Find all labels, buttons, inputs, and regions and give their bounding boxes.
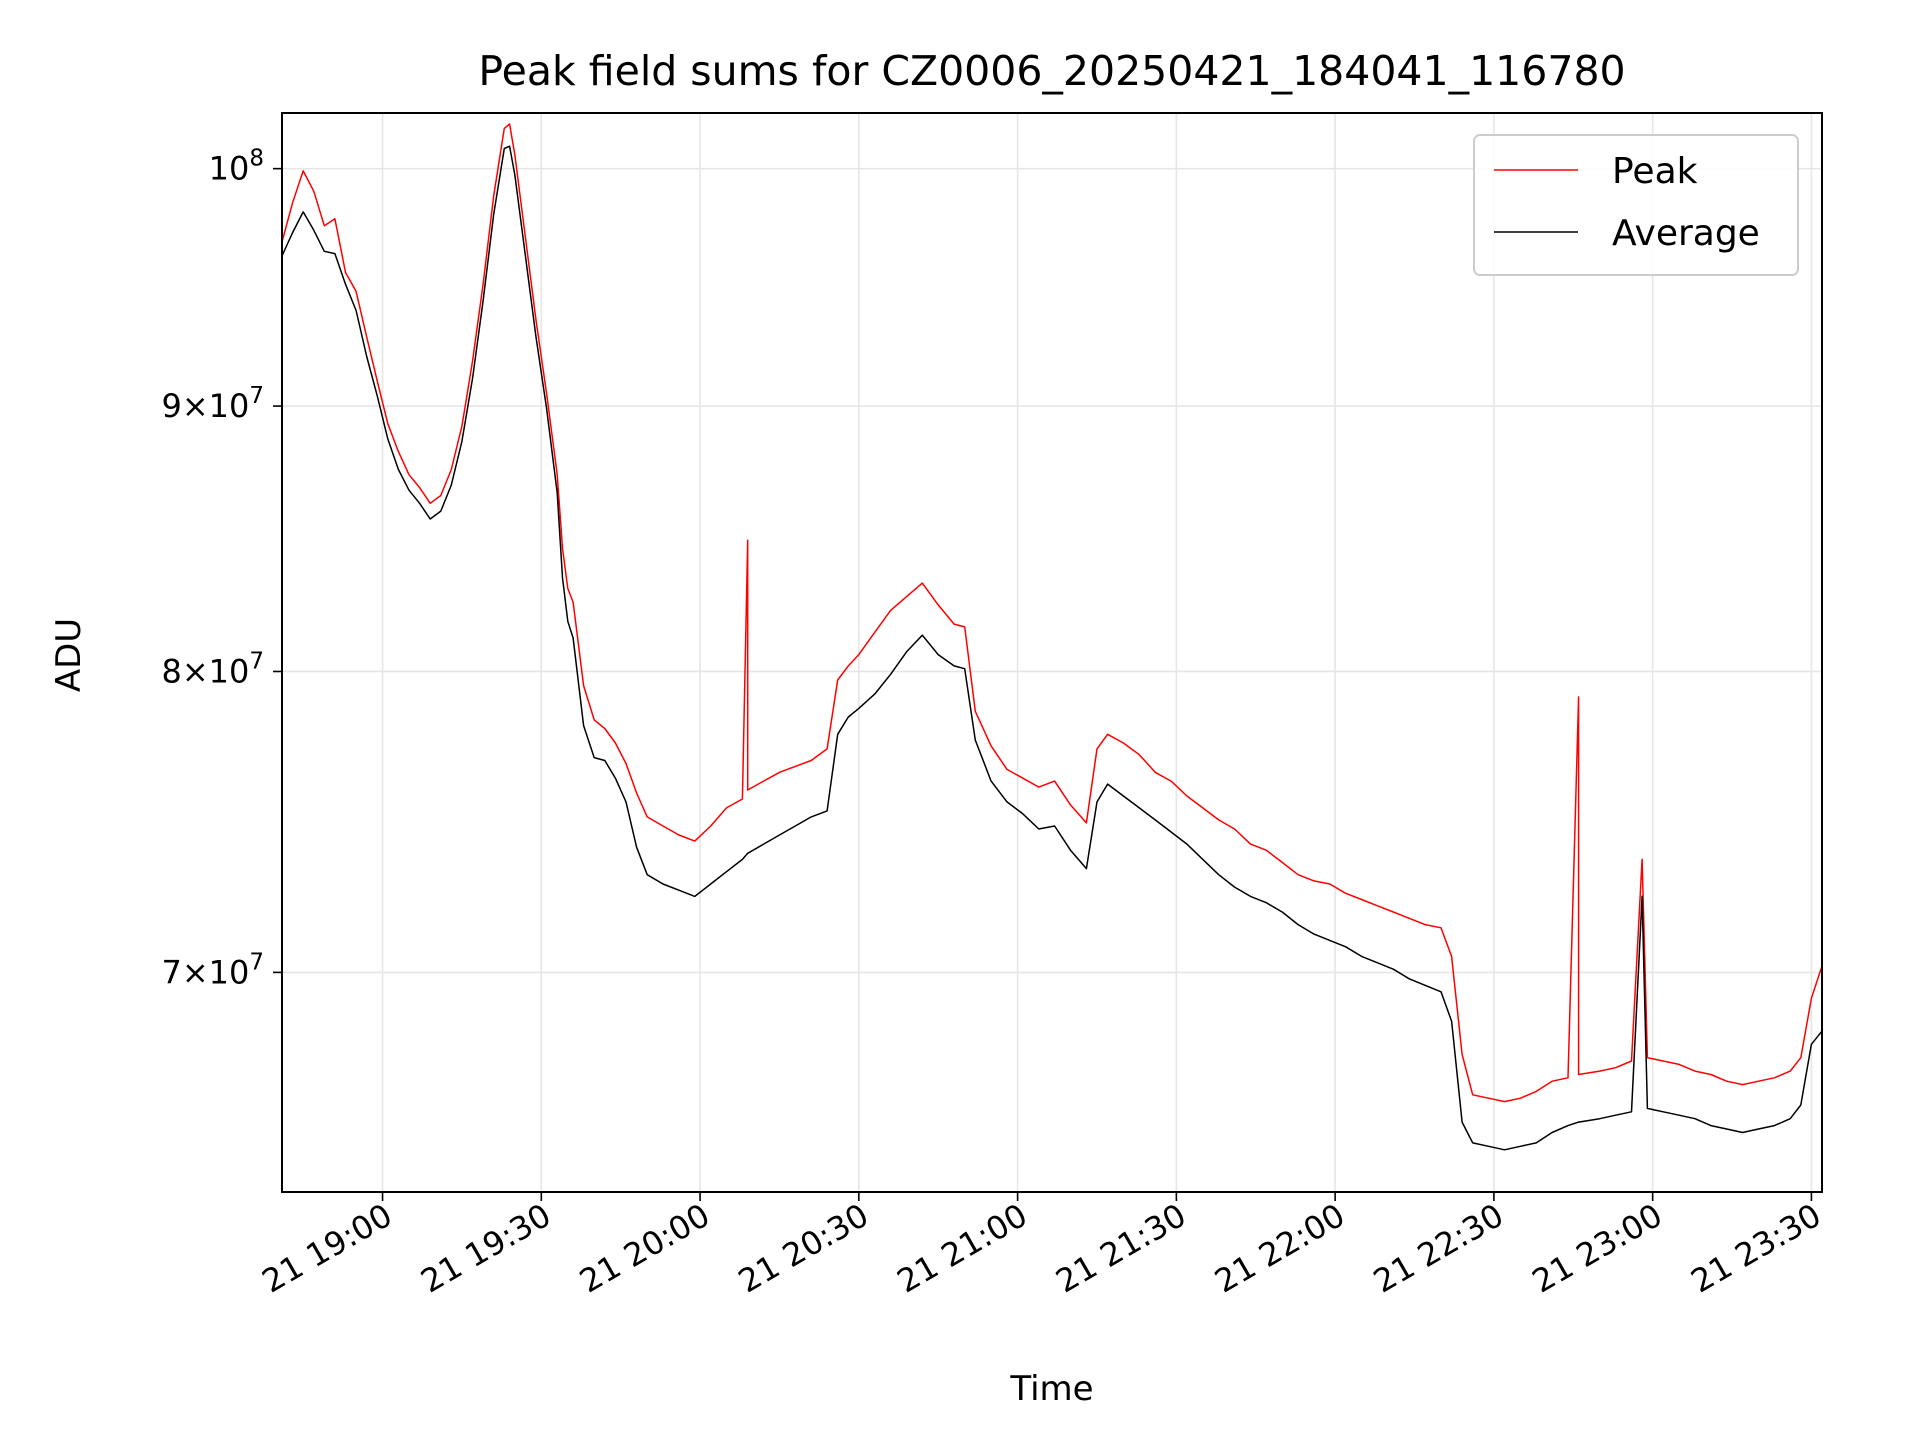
y-axis: 7×107 8×107 9×107 108 (161, 146, 282, 991)
grid (282, 113, 1822, 1192)
series-line-peak (282, 123, 1822, 1103)
legend: Peak Average (1473, 134, 1799, 276)
legend-label-peak: Peak (1612, 151, 1698, 192)
y-axis-title: ADU (49, 618, 89, 692)
y-tick-label: 7×107 (161, 949, 264, 991)
series-line-average (282, 145, 1822, 1151)
chart-title: Peak field sums for CZ0006_20250421_1840… (478, 47, 1625, 95)
legend-label-average: Average (1612, 213, 1760, 254)
y-tick-label: 108 (209, 146, 264, 188)
x-axis-title: Time (1009, 1369, 1093, 1409)
series-lines (282, 123, 1822, 1151)
y-tick-label: 8×107 (161, 648, 264, 690)
axes-frame (281, 112, 1823, 1193)
y-tick-label: 9×107 (161, 383, 264, 425)
